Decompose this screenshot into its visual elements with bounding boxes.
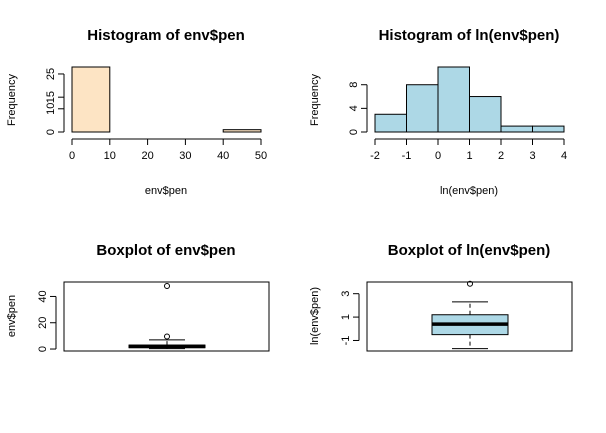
y-tick-label: 8 [348, 82, 360, 88]
x-tick-label: 10 [104, 150, 116, 162]
box-log-marks [431, 280, 509, 350]
x-tick-label: 3 [529, 150, 535, 162]
panel-box-raw: Boxplot of env$pen env$pen 0 20 40 [6, 242, 270, 352]
box-raw-marks [128, 282, 206, 350]
histogram-bar [469, 96, 502, 133]
x-tick-label: 40 [217, 150, 229, 162]
x-tick-label: 20 [141, 150, 153, 162]
y-tick-label: 0 [348, 129, 360, 135]
hist-log-x-axis: -2 -1 0 1 2 3 4 [370, 138, 567, 162]
y-tick-label: 3 [340, 291, 352, 297]
box-raw-ylabel: env$pen [6, 295, 18, 337]
x-tick-label: -1 [402, 150, 412, 162]
histogram-bar [500, 125, 533, 133]
outlier-point [467, 280, 473, 287]
hist-log-xlabel: ln(env$pen) [440, 185, 498, 197]
outlier-point [164, 282, 170, 289]
box-raw-frame [63, 281, 270, 352]
hist-raw-ylabel: Frequency [6, 74, 18, 126]
y-tick-label: 15 [45, 91, 57, 103]
hist-log-bars [374, 66, 565, 133]
box-raw-y-axis: 0 20 40 [37, 290, 57, 352]
x-tick-label: 1 [466, 150, 472, 162]
histogram-bar [437, 66, 470, 133]
x-tick-label: 50 [255, 150, 267, 162]
x-tick-label: 0 [435, 150, 441, 162]
box-log-y-axis: -1 1 3 [340, 291, 360, 346]
y-tick-label: 1 [340, 314, 352, 320]
box-raw-title: Boxplot of env$pen [96, 242, 235, 259]
hist-log-y-axis: 0 4 8 [348, 82, 368, 135]
box-log-frame [366, 281, 573, 352]
y-tick-label: 40 [37, 290, 49, 302]
hist-raw-xlabel: env$pen [145, 185, 187, 197]
y-tick-label: 25 [45, 68, 57, 80]
y-tick-label: 4 [348, 105, 360, 111]
box-log-ylabel: ln(env$pen) [309, 287, 321, 345]
outlier-point [164, 333, 170, 340]
hist-log-ylabel: Frequency [309, 74, 321, 126]
histogram-bar [374, 113, 407, 133]
hist-log-title: Histogram of ln(env$pen) [379, 27, 560, 44]
x-tick-label: 4 [561, 150, 567, 162]
x-tick-label: 0 [69, 150, 75, 162]
hist-raw-title: Histogram of env$pen [87, 27, 245, 44]
histogram-bar [406, 84, 439, 133]
box-log-title: Boxplot of ln(env$pen) [388, 242, 551, 259]
panel-hist-log: Histogram of ln(env$pen) ln(env$pen) Fre… [309, 27, 567, 197]
y-tick-label: 0 [37, 346, 49, 352]
hist-raw-x-axis: 0 10 20 30 40 50 [69, 138, 267, 162]
x-tick-label: 30 [179, 150, 191, 162]
histogram-bar [222, 129, 262, 133]
y-tick-label: 0 [45, 129, 57, 135]
histogram-bar [532, 125, 565, 133]
x-tick-label: -2 [370, 150, 380, 162]
histogram-bar [71, 66, 111, 133]
y-tick-label: -1 [340, 336, 352, 346]
y-tick-label: 20 [37, 317, 49, 329]
hist-raw-bars [71, 66, 262, 133]
panel-box-log: Boxplot of ln(env$pen) ln(env$pen) -1 1 3 [309, 242, 573, 352]
x-tick-label: 2 [498, 150, 504, 162]
panel-hist-raw: Histogram of env$pen env$pen Frequency 0… [6, 27, 267, 197]
y-tick-label: 10 [45, 103, 57, 115]
